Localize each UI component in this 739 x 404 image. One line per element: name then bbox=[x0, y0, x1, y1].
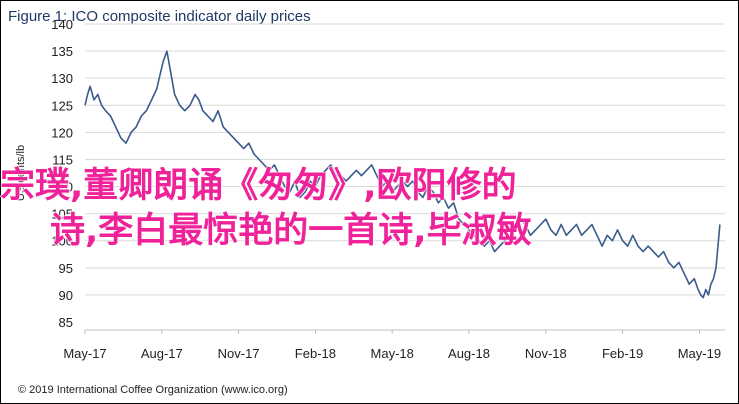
y-tick-label: 115 bbox=[52, 152, 73, 167]
axis-layer: 85 90 95 100 105 110 115 120 125 130 135 140 May-17 A… bbox=[15, 17, 725, 361]
y-tick-label: 130 bbox=[51, 71, 73, 86]
y-tick-label: 90 bbox=[59, 288, 73, 303]
y-tick-label: 110 bbox=[52, 180, 73, 195]
x-tick-label: Nov-17 bbox=[218, 346, 260, 361]
y-axis-label: US cents/lb bbox=[15, 145, 27, 201]
y-tick-label: 120 bbox=[51, 125, 73, 140]
y-tick-label: 100 bbox=[51, 234, 73, 249]
y-tick-label: 125 bbox=[51, 98, 73, 113]
y-tick-label: 135 bbox=[51, 44, 73, 59]
copyright-notice: © 2019 International Coffee Organization… bbox=[18, 384, 288, 396]
x-tick-label: Aug-17 bbox=[141, 346, 183, 361]
chart-title: Figure 1: ICO composite indicator daily … bbox=[8, 8, 311, 25]
series-line bbox=[84, 50, 721, 299]
y-tick-label: 95 bbox=[59, 261, 73, 276]
series-layer bbox=[84, 50, 721, 299]
x-tick-label: May-18 bbox=[371, 346, 414, 361]
y-tick-label: 105 bbox=[51, 207, 73, 222]
y-tick-label: 140 bbox=[51, 17, 73, 32]
x-tick-label: Feb-18 bbox=[295, 346, 336, 361]
x-tick-label: May-19 bbox=[678, 346, 721, 361]
x-tick-label: Aug-18 bbox=[448, 346, 490, 361]
x-tick-label: May-17 bbox=[63, 346, 106, 361]
x-tick-label: Nov-18 bbox=[525, 346, 567, 361]
y-tick-label: 85 bbox=[59, 315, 73, 330]
grid-layer bbox=[85, 23, 725, 296]
x-tick-label: Feb-19 bbox=[602, 346, 643, 361]
